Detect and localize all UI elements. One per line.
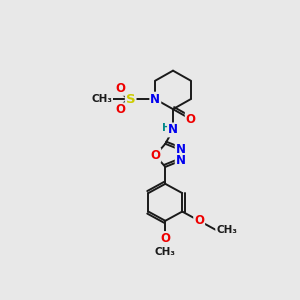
Text: O: O [194,214,204,227]
Text: CH₃: CH₃ [155,247,176,256]
Text: CH₃: CH₃ [216,225,237,235]
Text: S: S [126,93,136,106]
Text: CH₃: CH₃ [91,94,112,104]
Text: O: O [116,82,126,95]
Text: O: O [186,113,196,126]
Text: H: H [162,123,170,134]
Text: N: N [168,123,178,136]
Text: N: N [176,154,186,167]
Text: O: O [150,149,160,162]
Text: N: N [176,143,186,157]
Text: O: O [116,103,126,116]
Text: N: N [150,93,160,106]
Text: O: O [160,232,170,245]
